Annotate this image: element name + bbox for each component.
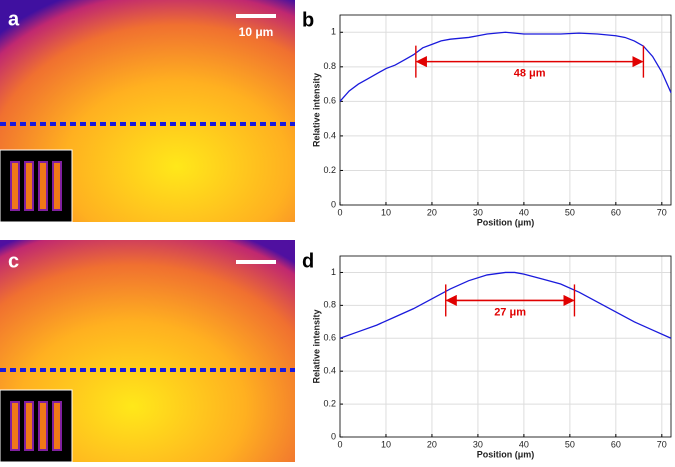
x-tick-label: 20 <box>427 439 437 449</box>
x-tick-label: 30 <box>473 207 483 217</box>
panel-label: b <box>302 9 314 31</box>
x-tick-label: 30 <box>473 439 483 449</box>
x-tick-label: 70 <box>657 207 667 217</box>
y-tick-label: 0.6 <box>323 96 336 106</box>
x-axis-label: Position (μm) <box>477 217 535 227</box>
annotation-label: 48 μm <box>514 68 546 80</box>
x-axis-label: Position (μm) <box>477 449 535 459</box>
y-tick-label: 1 <box>331 267 336 277</box>
x-tick-label: 40 <box>519 207 529 217</box>
plot-frame <box>339 255 672 438</box>
panel-label: c <box>8 250 19 272</box>
image-a: a 10 μm <box>0 0 295 223</box>
y-tick-label: 0 <box>331 199 336 209</box>
x-tick-label: 20 <box>427 207 437 217</box>
x-tick-label: 70 <box>657 439 667 449</box>
x-tick-label: 60 <box>611 207 621 217</box>
y-axis-label: Relative intensity <box>311 309 321 383</box>
y-tick-label: 0.2 <box>323 165 336 175</box>
scale-bar-label: 10 μm <box>239 25 274 39</box>
annotation-label: 27 μm <box>494 306 526 318</box>
y-tick-label: 0.4 <box>323 130 336 140</box>
line-series <box>339 31 672 102</box>
y-tick-label: 0.6 <box>323 333 336 343</box>
panel-label: a <box>8 8 20 30</box>
x-tick-label: 0 <box>337 439 342 449</box>
y-tick-label: 0.8 <box>323 300 336 310</box>
y-tick-label: 0.2 <box>323 398 336 408</box>
y-tick-label: 1 <box>331 27 336 37</box>
image-c: c <box>0 240 295 463</box>
x-tick-label: 60 <box>611 439 621 449</box>
y-tick-label: 0.4 <box>323 366 336 376</box>
x-tick-label: 40 <box>519 439 529 449</box>
panel-label: d <box>302 250 314 272</box>
x-tick-label: 10 <box>381 439 391 449</box>
x-tick-label: 50 <box>565 207 575 217</box>
y-tick-label: 0.8 <box>323 61 336 71</box>
line-series <box>339 271 672 339</box>
x-tick-label: 50 <box>565 439 575 449</box>
plot-frame <box>339 14 672 206</box>
x-tick-label: 0 <box>337 207 342 217</box>
y-tick-label: 0 <box>331 431 336 441</box>
x-tick-label: 10 <box>381 207 391 217</box>
y-axis-label: Relative intensity <box>311 73 321 147</box>
